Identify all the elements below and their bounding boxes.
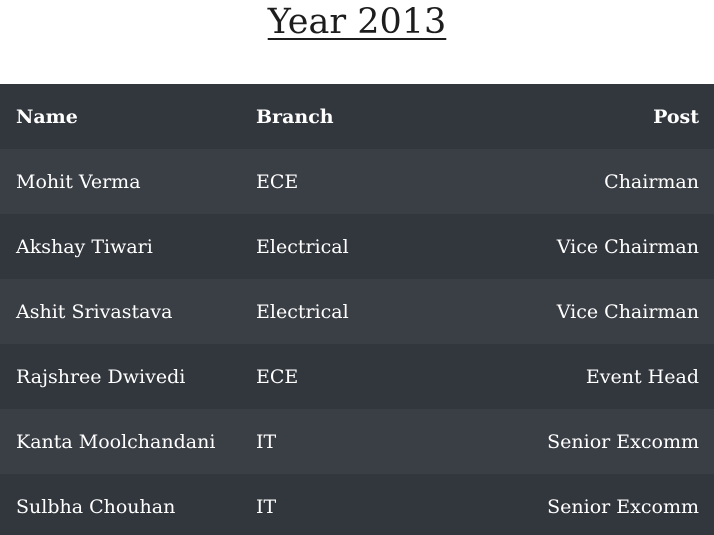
table-header: Name Branch Post bbox=[0, 84, 714, 149]
table-row: Sulbha Chouhan IT Senior Excomm bbox=[0, 474, 714, 535]
cell-post: Vice Chairman bbox=[440, 279, 714, 344]
cell-branch: IT bbox=[240, 409, 440, 474]
table-row: Rajshree Dwivedi ECE Event Head bbox=[0, 344, 714, 409]
cell-branch: ECE bbox=[240, 149, 440, 214]
members-table: Name Branch Post Mohit Verma ECE Chairma… bbox=[0, 84, 714, 535]
cell-post: Event Head bbox=[440, 344, 714, 409]
cell-post: Vice Chairman bbox=[440, 214, 714, 279]
cell-branch: ECE bbox=[240, 344, 440, 409]
column-header-name: Name bbox=[0, 84, 240, 149]
column-header-post: Post bbox=[440, 84, 714, 149]
table-row: Ashit Srivastava Electrical Vice Chairma… bbox=[0, 279, 714, 344]
header-row: Name Branch Post bbox=[0, 84, 714, 149]
cell-name: Akshay Tiwari bbox=[0, 214, 240, 279]
table-row: Mohit Verma ECE Chairman bbox=[0, 149, 714, 214]
cell-name: Rajshree Dwivedi bbox=[0, 344, 240, 409]
cell-branch: Electrical bbox=[240, 279, 440, 344]
cell-name: Mohit Verma bbox=[0, 149, 240, 214]
page-title-text: Year 2013 bbox=[267, 2, 447, 42]
cell-post: Chairman bbox=[440, 149, 714, 214]
table-body: Mohit Verma ECE Chairman Akshay Tiwari E… bbox=[0, 149, 714, 535]
column-header-branch: Branch bbox=[240, 84, 440, 149]
cell-branch: Electrical bbox=[240, 214, 440, 279]
cell-branch: IT bbox=[240, 474, 440, 535]
table-row: Akshay Tiwari Electrical Vice Chairman bbox=[0, 214, 714, 279]
cell-name: Sulbha Chouhan bbox=[0, 474, 240, 535]
cell-post: Senior Excomm bbox=[440, 409, 714, 474]
page-title: Year 2013 bbox=[0, 0, 714, 84]
cell-name: Ashit Srivastava bbox=[0, 279, 240, 344]
table-row: Kanta Moolchandani IT Senior Excomm bbox=[0, 409, 714, 474]
cell-name: Kanta Moolchandani bbox=[0, 409, 240, 474]
cell-post: Senior Excomm bbox=[440, 474, 714, 535]
